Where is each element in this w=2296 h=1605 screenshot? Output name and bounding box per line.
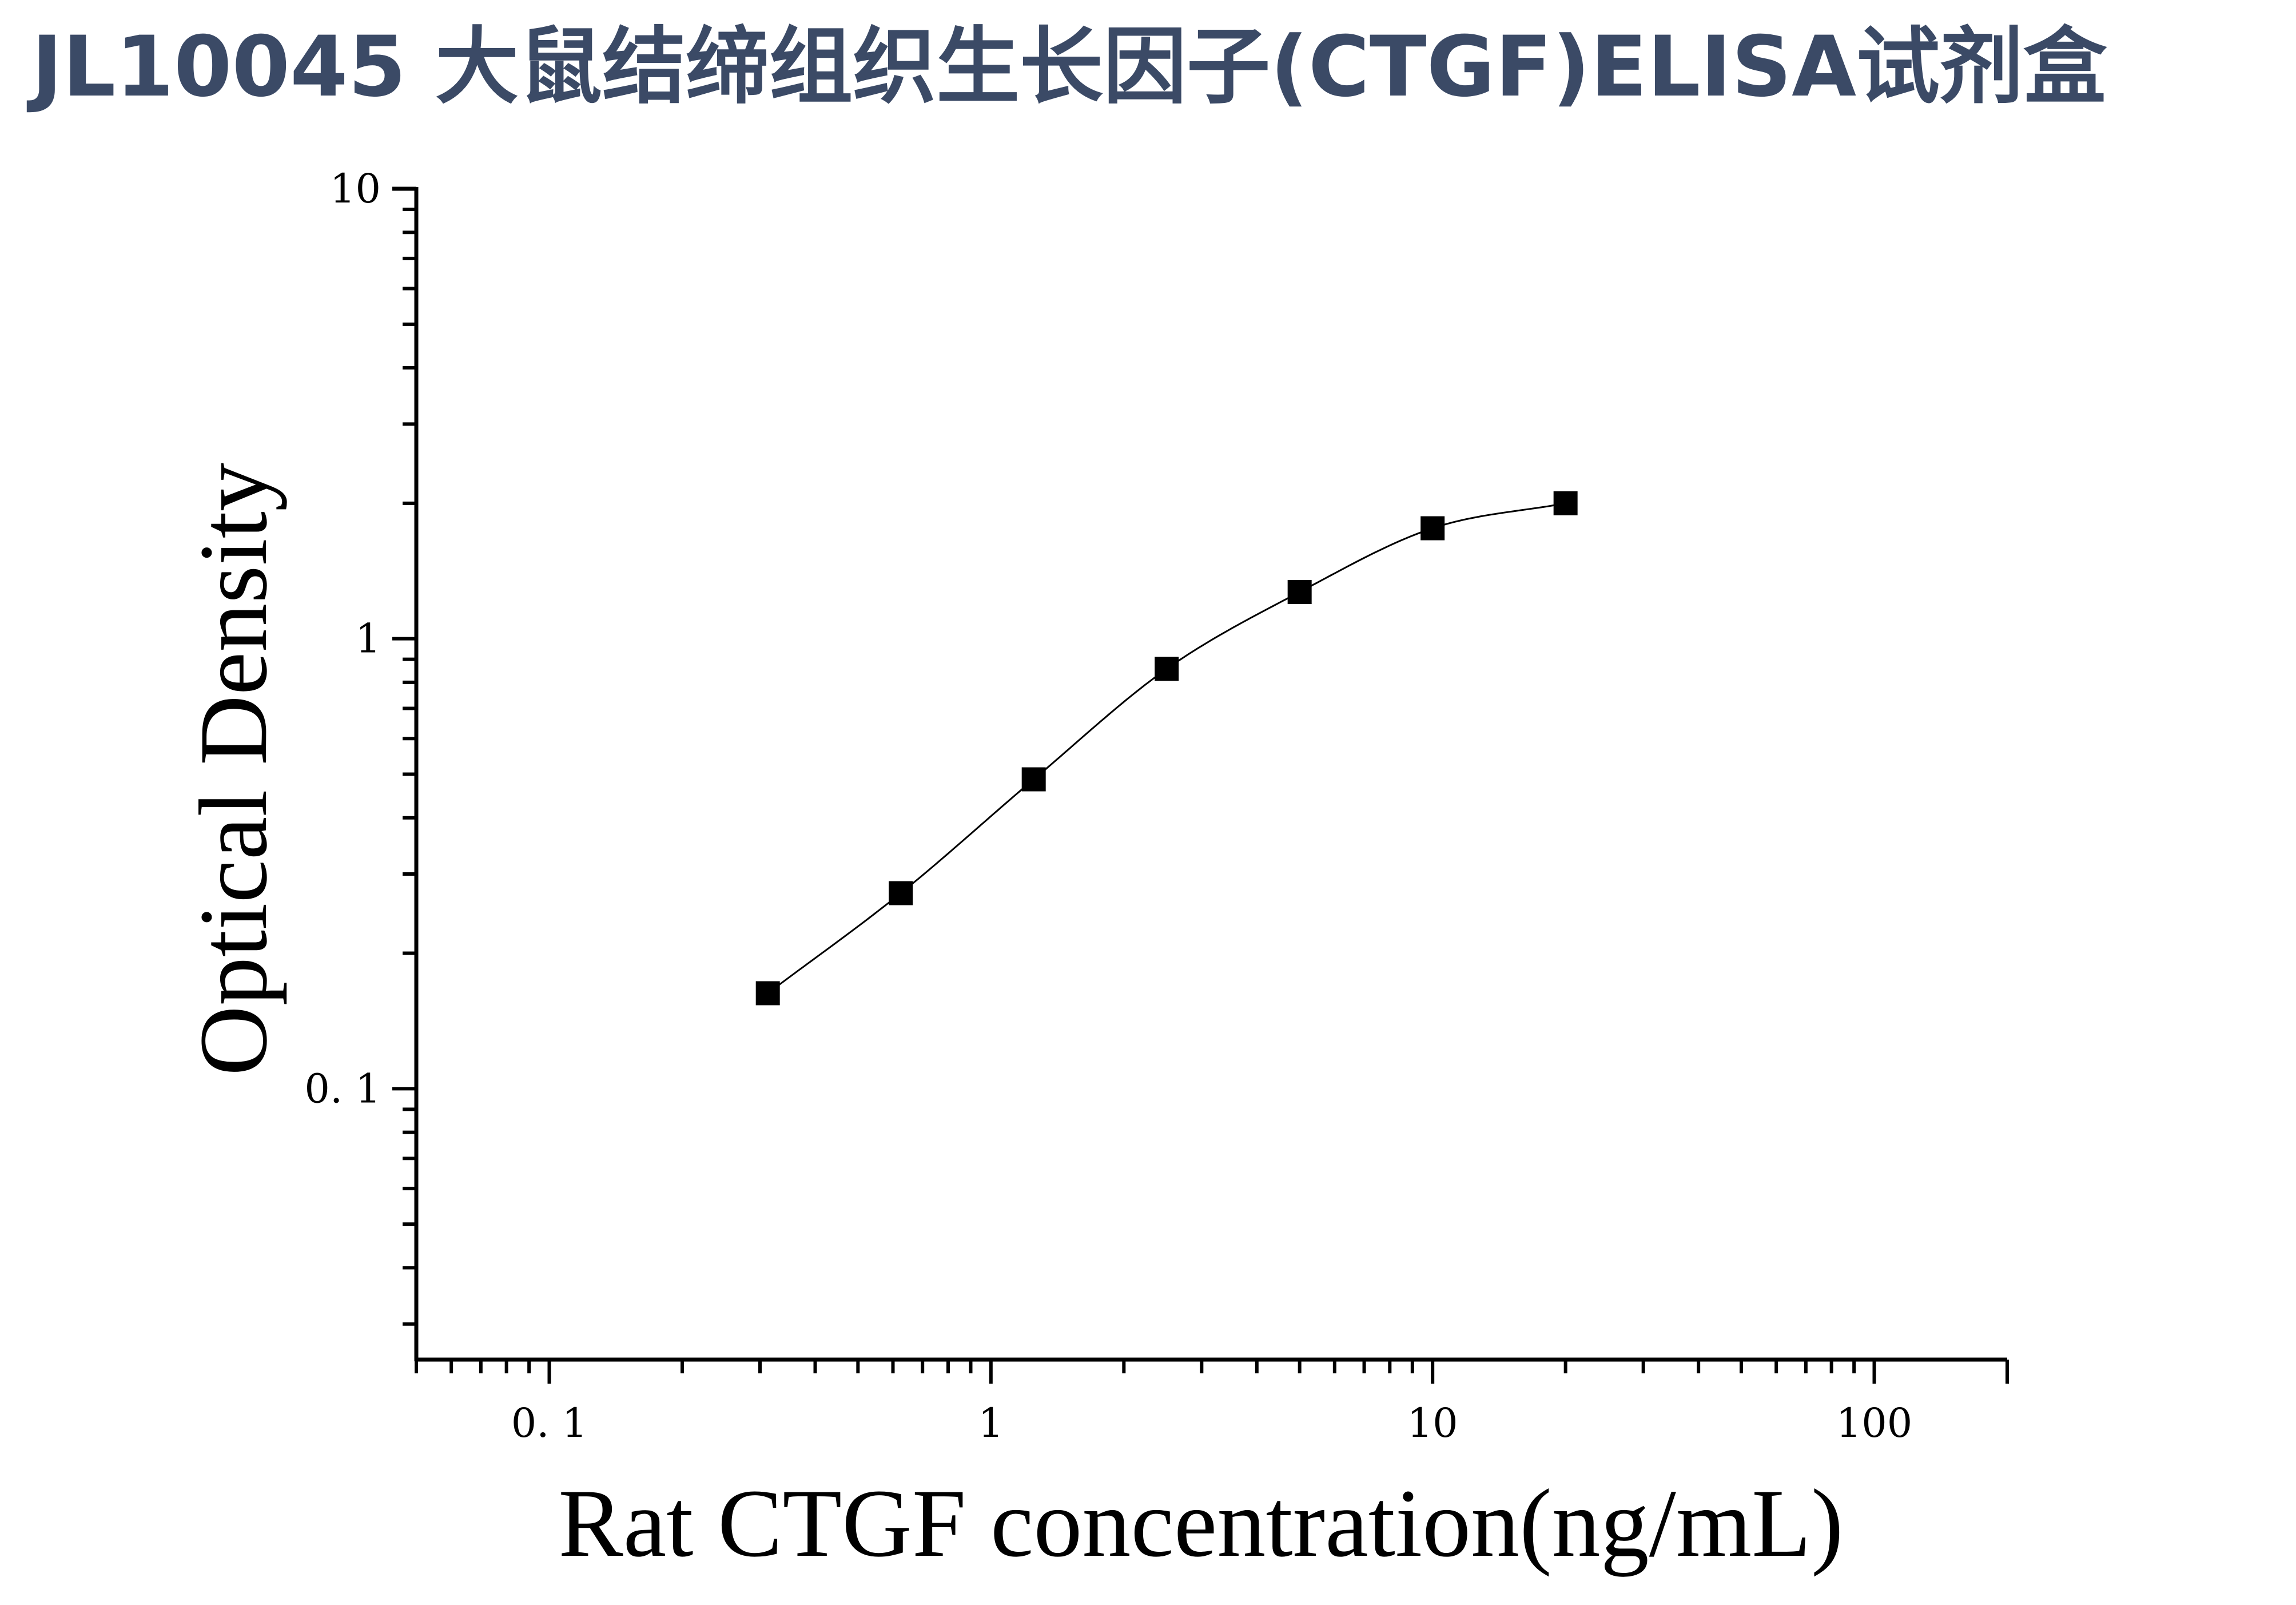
data-point-marker: [889, 881, 913, 905]
x-tick-label: 10: [1407, 1400, 1458, 1447]
data-point-marker: [755, 981, 780, 1006]
chart-axes: 0. 1 1 10 100 0. 1 1 10: [304, 165, 2009, 1447]
fit-curve-layer: [767, 502, 1566, 994]
data-points-layer: [755, 491, 1578, 1006]
page-title: JL10045 大鼠结缔组织生长因子(CTGF)ELISA试剂盒: [31, 18, 2107, 116]
x-axis-title: Rat CTGF concentration(ng/mL): [558, 1469, 1843, 1577]
x-tick-label: 1: [978, 1400, 1004, 1447]
data-point-marker: [1553, 491, 1578, 515]
y-tick-label: 1: [355, 615, 381, 662]
y-tick-label: 0. 1: [304, 1065, 381, 1112]
x-tick-label: 100: [1836, 1400, 1913, 1447]
data-point-marker: [1155, 657, 1179, 681]
y-tick-label: 10: [330, 165, 381, 212]
x-tick-label: 0. 1: [511, 1400, 588, 1447]
data-point-marker: [1287, 580, 1312, 605]
data-point-marker: [1021, 767, 1046, 792]
y-axis-title: Optical Density: [180, 463, 287, 1076]
fit-curve-line: [767, 502, 1566, 994]
data-point-marker: [1420, 516, 1445, 541]
